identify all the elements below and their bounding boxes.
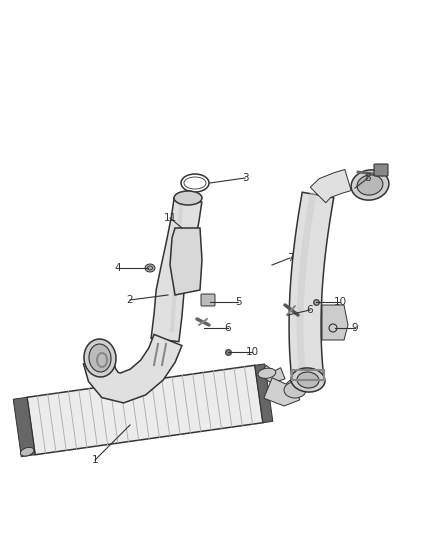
Text: 2: 2	[127, 295, 133, 305]
Polygon shape	[13, 397, 35, 457]
Text: 3: 3	[242, 173, 248, 183]
Ellipse shape	[145, 264, 155, 272]
Text: 6: 6	[225, 323, 231, 333]
Ellipse shape	[284, 382, 306, 398]
Ellipse shape	[89, 344, 111, 372]
Ellipse shape	[357, 175, 383, 195]
Text: 5: 5	[235, 297, 241, 307]
FancyBboxPatch shape	[374, 164, 388, 176]
Polygon shape	[310, 169, 351, 203]
Ellipse shape	[291, 368, 325, 392]
Text: 11: 11	[163, 213, 177, 223]
Text: 8: 8	[365, 173, 371, 183]
Text: 10: 10	[245, 347, 258, 357]
FancyBboxPatch shape	[201, 294, 215, 306]
Ellipse shape	[84, 339, 116, 377]
Text: 9: 9	[352, 323, 358, 333]
Ellipse shape	[351, 170, 389, 200]
Polygon shape	[322, 305, 348, 340]
Polygon shape	[27, 365, 263, 455]
Ellipse shape	[258, 368, 276, 378]
Ellipse shape	[297, 372, 319, 388]
Polygon shape	[255, 364, 273, 423]
Polygon shape	[289, 192, 334, 382]
Polygon shape	[264, 378, 300, 406]
Polygon shape	[84, 334, 182, 403]
Polygon shape	[151, 198, 202, 342]
Ellipse shape	[21, 447, 34, 456]
Ellipse shape	[174, 191, 202, 205]
Text: 4: 4	[115, 263, 121, 273]
Text: 10: 10	[333, 297, 346, 307]
Polygon shape	[259, 365, 285, 383]
Text: 6: 6	[307, 305, 313, 315]
Text: 7: 7	[287, 253, 293, 263]
Polygon shape	[170, 228, 202, 295]
Text: 1: 1	[92, 455, 98, 465]
